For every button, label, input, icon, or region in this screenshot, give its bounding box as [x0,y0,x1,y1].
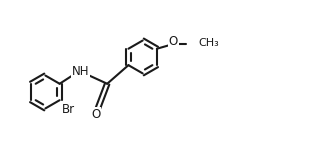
Text: O: O [91,108,100,121]
Text: NH: NH [72,65,89,78]
Text: Br: Br [62,103,75,116]
Text: O: O [169,35,178,48]
Text: CH₃: CH₃ [198,38,219,48]
